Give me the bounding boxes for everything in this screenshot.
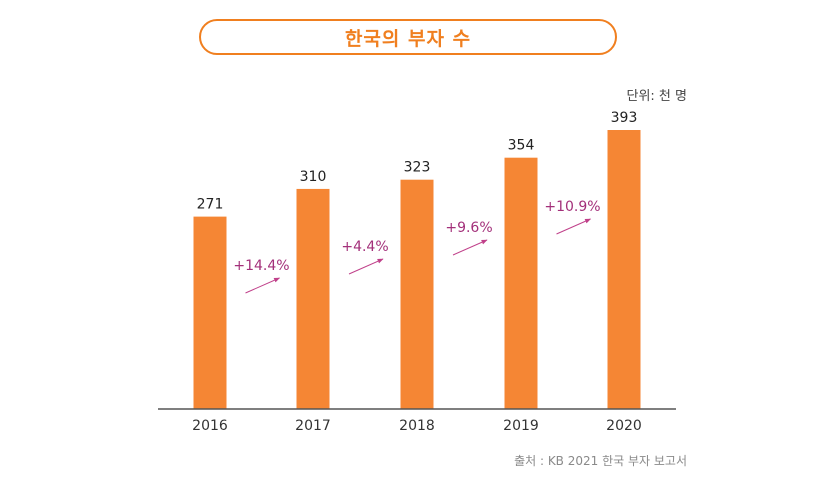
growth-arrow-4 xyxy=(556,218,592,235)
growth-arrow-1 xyxy=(245,277,281,294)
value-label-2017: 310 xyxy=(300,169,327,185)
growth-arrow-2 xyxy=(348,258,384,275)
x-tick-2019: 2019 xyxy=(503,418,539,434)
value-label-2018: 323 xyxy=(404,160,431,176)
x-tick-2018: 2018 xyxy=(399,418,435,434)
unit-label: 단위: 천 명 xyxy=(626,89,688,104)
growth-label-2: +4.4% xyxy=(341,239,388,255)
bar-2017 xyxy=(296,188,330,409)
growth-arrow-3 xyxy=(452,239,488,256)
value-label-2020: 393 xyxy=(611,110,638,126)
value-label-2019: 354 xyxy=(508,138,535,154)
x-tick-2017: 2017 xyxy=(295,418,331,434)
bar-2020 xyxy=(607,130,641,409)
growth-label-3: +9.6% xyxy=(445,220,492,236)
bar-2019 xyxy=(504,157,538,409)
value-label-2016: 271 xyxy=(197,197,224,213)
x-tick-2016: 2016 xyxy=(192,418,228,434)
source-note: 출처 : KB 2021 한국 부자 보고서 xyxy=(514,454,687,468)
growth-label-4: +10.9% xyxy=(544,199,600,215)
x-tick-2020: 2020 xyxy=(606,418,642,434)
bar-2016 xyxy=(193,216,227,409)
growth-label-1: +14.4% xyxy=(233,258,289,274)
bar-2018 xyxy=(400,179,434,409)
chart-title: 한국의 부자 수 xyxy=(199,19,617,55)
